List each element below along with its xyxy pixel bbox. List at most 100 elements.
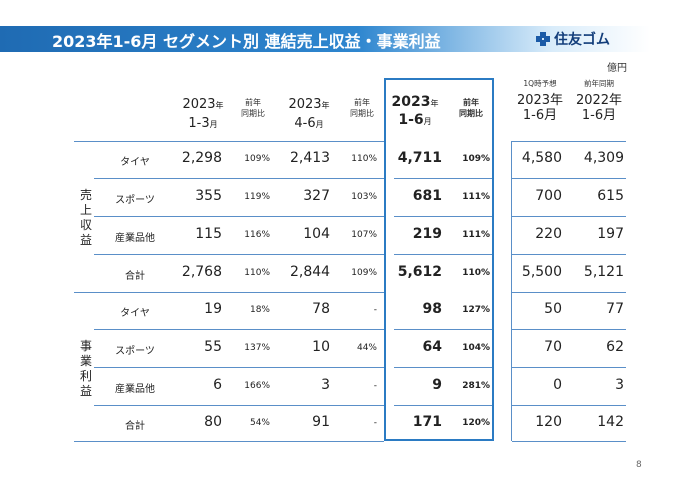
cell-q2-yoy: - (373, 418, 377, 428)
cell-h1-yoy: 111% (462, 230, 490, 240)
row-divider (512, 216, 626, 217)
divider (74, 292, 384, 293)
cell-q2-yoy: 109% (351, 268, 377, 278)
col-header-forecast: 2023年 1-6月 (516, 93, 564, 123)
divider (74, 141, 384, 142)
row-label: 産業品他 (115, 384, 155, 395)
col-note-forecast: 1Q時予想 (523, 79, 557, 88)
cell-prev: 77 (606, 301, 624, 317)
col-note-prev: 前年同期 (584, 79, 614, 88)
cell-prev: 62 (606, 339, 624, 355)
cell-q2-yoy: 44% (356, 343, 377, 353)
row-label: スポーツ (115, 346, 155, 357)
cell-prev: 5,121 (583, 264, 624, 280)
cell-q1-yoy: 54% (249, 418, 270, 428)
cell-q2-yoy: - (373, 305, 377, 315)
col-header-h1: 2023年 1-6月 (391, 94, 439, 129)
cell-h1: 219 (412, 226, 442, 242)
cell-q1: 80 (204, 414, 222, 430)
cell-h1-yoy: 111% (462, 192, 490, 202)
cell-q2: 78 (312, 301, 330, 317)
cell-q1-yoy: 109% (244, 154, 270, 164)
cell-h1-yoy: 110% (462, 268, 490, 278)
cell-q2: 10 (312, 339, 330, 355)
divider (511, 141, 512, 441)
group-label-sales: 売上収益 (79, 188, 92, 247)
cell-forecast: 50 (544, 301, 562, 317)
cell-q2: 104 (303, 226, 330, 242)
row-divider (512, 367, 626, 368)
cell-q1-yoy: 166% (244, 381, 270, 391)
row-divider (94, 216, 384, 217)
row-divider (94, 367, 384, 368)
row-divider (512, 254, 626, 255)
unit-label: 億円 (607, 63, 627, 74)
row-divider (94, 405, 384, 406)
cell-forecast: 700 (535, 188, 562, 204)
row-divider (394, 216, 492, 217)
divider (512, 441, 626, 442)
row-divider (394, 367, 492, 368)
cell-h1-yoy: 127% (462, 305, 490, 315)
row-label: タイヤ (120, 308, 150, 319)
row-label: 合計 (125, 271, 145, 282)
row-label: 産業品他 (115, 233, 155, 244)
row-divider (394, 178, 492, 179)
row-divider (512, 329, 626, 330)
logo-mark-icon (536, 32, 550, 46)
col-header-q2-yoy: 前年 同期比 (350, 98, 374, 119)
cell-q1: 55 (204, 339, 222, 355)
cell-q2: 2,413 (290, 150, 331, 166)
cell-q2-yoy: - (373, 381, 377, 391)
page-title: 2023年1-6月 セグメント別 連結売上収益・事業利益 (52, 32, 441, 51)
cell-q1: 355 (195, 188, 222, 204)
cell-q2-yoy: 110% (351, 154, 377, 164)
cell-q1: 2,298 (181, 150, 222, 166)
row-divider (94, 178, 384, 179)
cell-h1: 5,612 (397, 264, 442, 280)
row-label: 合計 (125, 421, 145, 432)
cell-h1-yoy: 281% (462, 381, 490, 391)
cell-forecast: 0 (553, 377, 562, 393)
divider (512, 141, 626, 142)
col-header-h1-yoy: 前年 同期比 (459, 98, 483, 119)
col-header-prev: 2022年 1-6月 (575, 93, 623, 123)
row-divider (94, 254, 384, 255)
cell-forecast: 5,500 (521, 264, 562, 280)
cell-h1: 64 (422, 339, 442, 355)
cell-q2: 3 (321, 377, 330, 393)
cell-q2: 91 (312, 414, 330, 430)
row-divider (94, 329, 384, 330)
row-divider (512, 405, 626, 406)
cell-forecast: 4,580 (521, 150, 562, 166)
cell-h1: 681 (412, 188, 442, 204)
cell-forecast: 70 (544, 339, 562, 355)
cell-h1: 171 (412, 414, 442, 430)
cell-q1-yoy: 116% (244, 230, 270, 240)
col-header-q1-yoy: 前年 同期比 (241, 98, 265, 119)
cell-q1: 6 (213, 377, 222, 393)
row-label: スポーツ (115, 195, 155, 206)
cell-q2-yoy: 107% (351, 230, 377, 240)
cell-q1-yoy: 110% (244, 268, 270, 278)
cell-h1-yoy: 109% (462, 154, 490, 164)
row-divider (394, 329, 492, 330)
cell-q1-yoy: 18% (249, 305, 270, 315)
cell-prev: 4,309 (583, 150, 624, 166)
cell-q1-yoy: 137% (244, 343, 270, 353)
cell-h1-yoy: 104% (462, 343, 490, 353)
divider (74, 441, 384, 442)
cell-q2: 2,844 (290, 264, 331, 280)
company-logo: 住友ゴム (536, 29, 610, 49)
col-header-q1: 2023年 1-3月 (182, 97, 224, 131)
cell-q2: 327 (303, 188, 330, 204)
row-divider (394, 405, 492, 406)
cell-q1: 19 (204, 301, 222, 317)
cell-q1-yoy: 119% (244, 192, 270, 202)
cell-q1: 2,768 (181, 264, 222, 280)
row-label: タイヤ (120, 157, 150, 168)
cell-prev: 142 (597, 414, 624, 430)
row-divider (394, 254, 492, 255)
cell-prev: 197 (597, 226, 624, 242)
cell-forecast: 220 (535, 226, 562, 242)
